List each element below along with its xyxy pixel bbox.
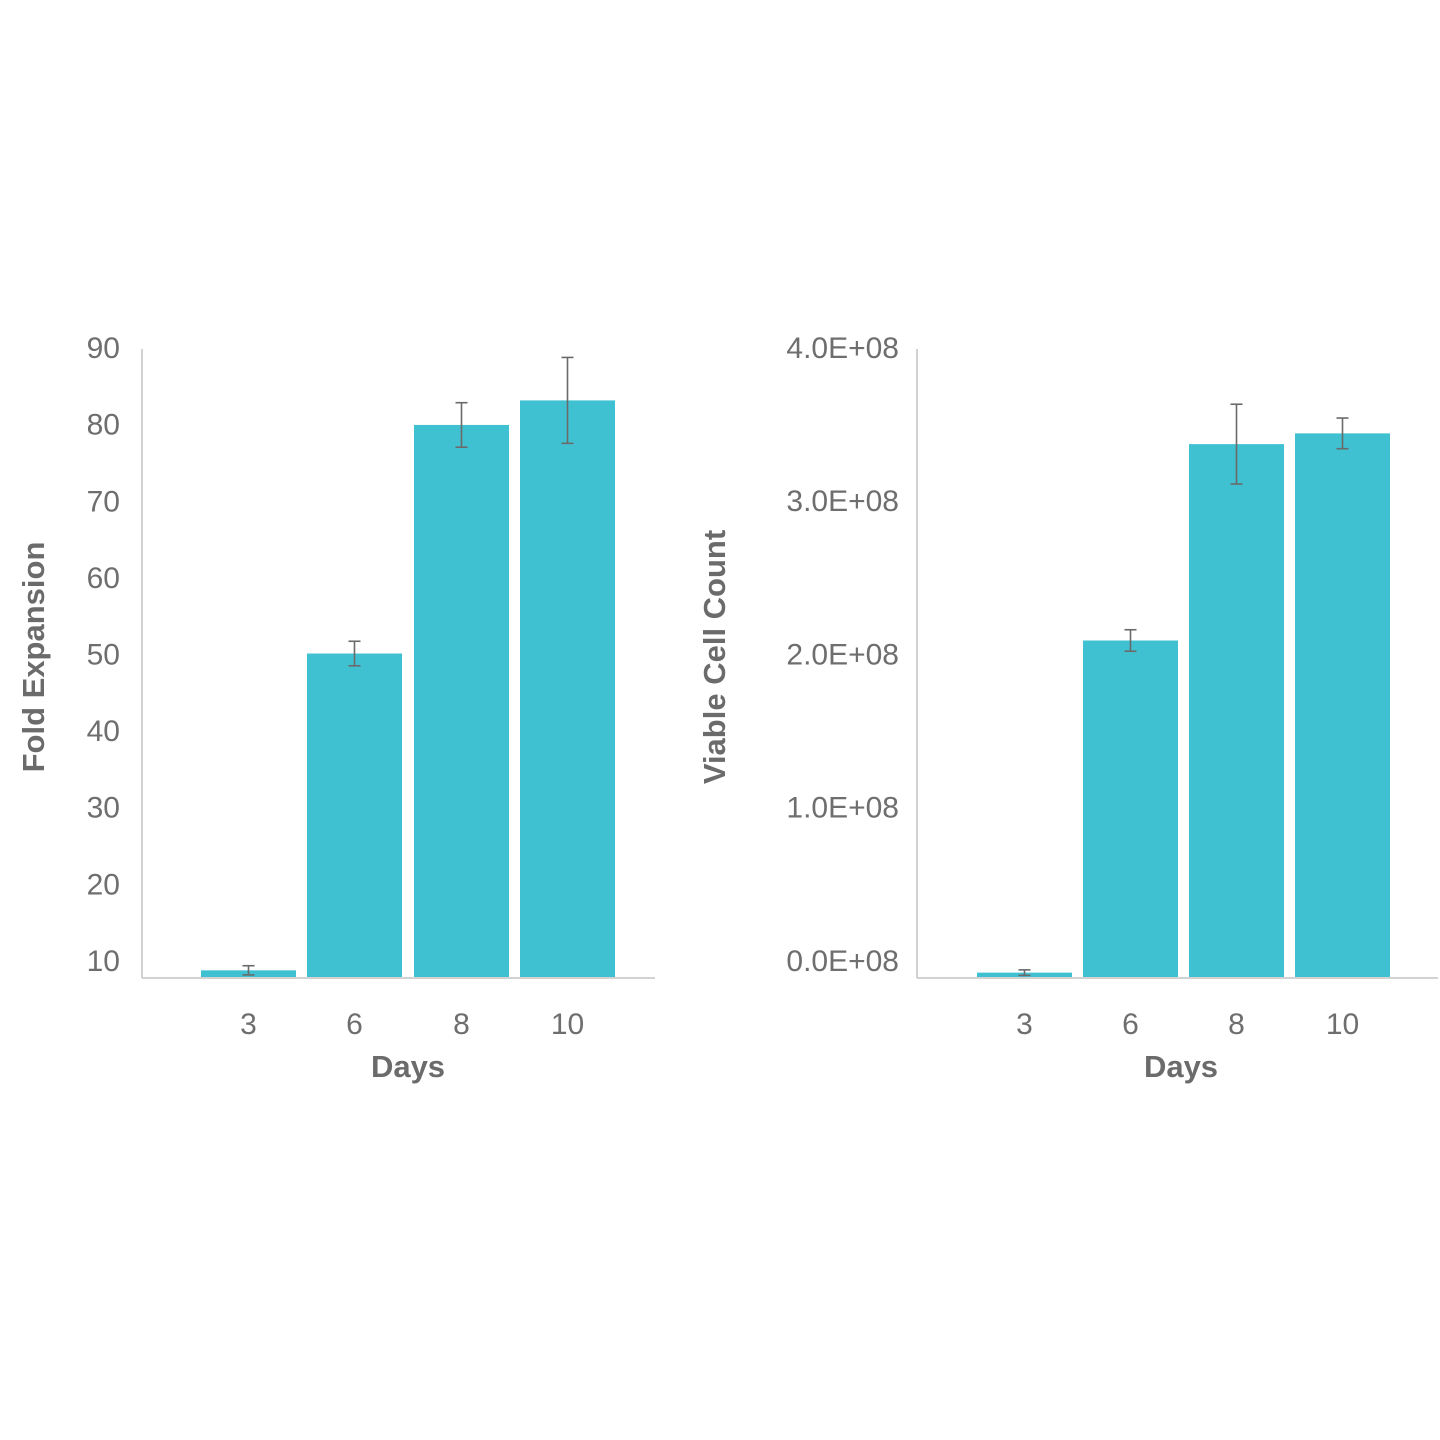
y-tick-labels: 0.0E+08 1.0E+08 2.0E+08 3.0E+08 4.0E+08 xyxy=(786,332,899,978)
x-tick-label: 3 xyxy=(240,1008,257,1041)
x-tick-label: 10 xyxy=(1326,1008,1359,1041)
bar-day-8 xyxy=(1189,444,1284,977)
bars xyxy=(977,433,1390,977)
error-bar-day-10 xyxy=(561,356,574,445)
x-axis-title: Days xyxy=(371,1049,445,1084)
x-tick-labels: 3 6 8 10 xyxy=(240,1008,584,1041)
error-bar-day-3 xyxy=(1018,969,1031,977)
x-tick-label: 3 xyxy=(1016,1008,1033,1041)
bar-day-10 xyxy=(1295,433,1390,977)
error-bars xyxy=(1018,403,1349,977)
y-tick-label: 2.0E+08 xyxy=(786,638,899,671)
y-axis-title: Fold Expansion xyxy=(16,542,51,773)
y-tick-label: 4.0E+08 xyxy=(786,332,899,365)
bar-day-10 xyxy=(520,400,615,977)
y-tick-label: 50 xyxy=(87,639,120,672)
viable-cell-count-chart: 0.0E+08 1.0E+08 2.0E+08 3.0E+08 4.0E+08 3 6 8 1… xyxy=(697,332,1438,1084)
y-tick-label: 70 xyxy=(87,485,120,518)
x-axis-title: Days xyxy=(1144,1049,1218,1084)
y-tick-label: 40 xyxy=(87,715,120,748)
y-tick-label: 60 xyxy=(87,562,120,595)
y-axis-title: Viable Cell Count xyxy=(697,530,732,784)
x-tick-label: 6 xyxy=(346,1008,363,1041)
bar-day-8 xyxy=(414,424,509,977)
bar-day-6 xyxy=(307,653,402,977)
error-bar-day-8 xyxy=(455,401,468,448)
y-tick-label: 90 xyxy=(87,332,120,365)
x-tick-label: 8 xyxy=(453,1008,470,1041)
error-bar-day-10 xyxy=(1336,417,1349,450)
y-tick-label: 1.0E+08 xyxy=(786,792,899,825)
error-bar-day-8 xyxy=(1230,403,1243,485)
x-tick-label: 6 xyxy=(1122,1008,1139,1041)
error-bar-day-6 xyxy=(348,640,361,667)
x-tick-label: 8 xyxy=(1228,1008,1245,1041)
y-tick-label: 20 xyxy=(87,868,120,901)
error-bars xyxy=(242,356,574,976)
bars xyxy=(201,400,615,977)
error-bar-day-6 xyxy=(1124,628,1137,653)
error-bar-day-3 xyxy=(242,964,255,976)
y-tick-label: 3.0E+08 xyxy=(786,485,899,518)
y-tick-label: 10 xyxy=(87,945,120,978)
x-tick-labels: 3 6 8 10 xyxy=(1016,1008,1359,1041)
y-tick-label: 0.0E+08 xyxy=(786,945,899,978)
y-tick-labels: 10 20 30 40 50 60 70 80 90 xyxy=(87,332,120,978)
y-tick-label: 80 xyxy=(87,409,120,442)
y-tick-label: 30 xyxy=(87,792,120,825)
fold-expansion-chart: 10 20 30 40 50 60 70 80 90 3 6 8 10 Days Fold Expan… xyxy=(16,332,655,1084)
x-tick-label: 10 xyxy=(551,1008,584,1041)
bar-day-6 xyxy=(1083,640,1178,977)
